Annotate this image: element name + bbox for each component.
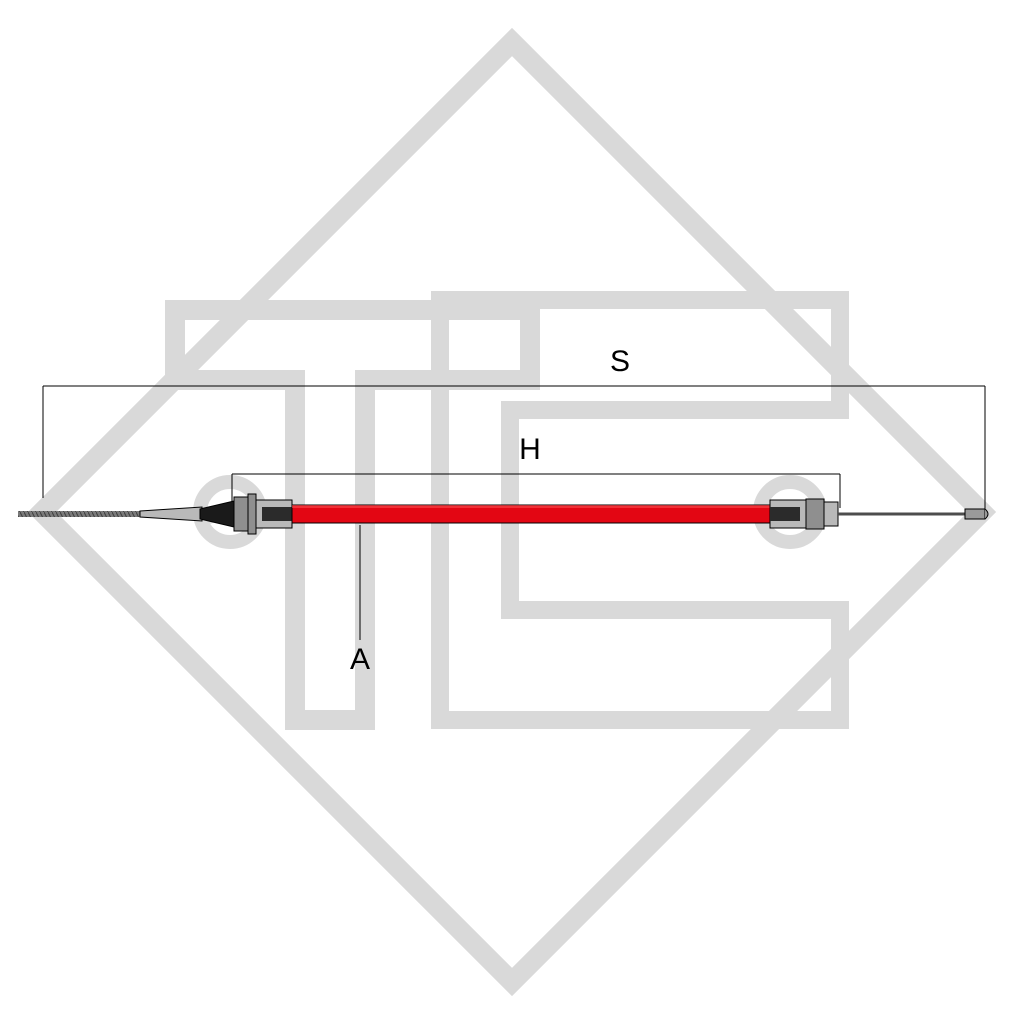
dimension-label-h: H xyxy=(519,433,541,467)
dimension-label-s: S xyxy=(610,345,630,379)
diagram-canvas: S H A xyxy=(0,0,1024,1024)
dimension-label-a: A xyxy=(350,643,370,677)
diagram-svg xyxy=(0,0,1024,1024)
